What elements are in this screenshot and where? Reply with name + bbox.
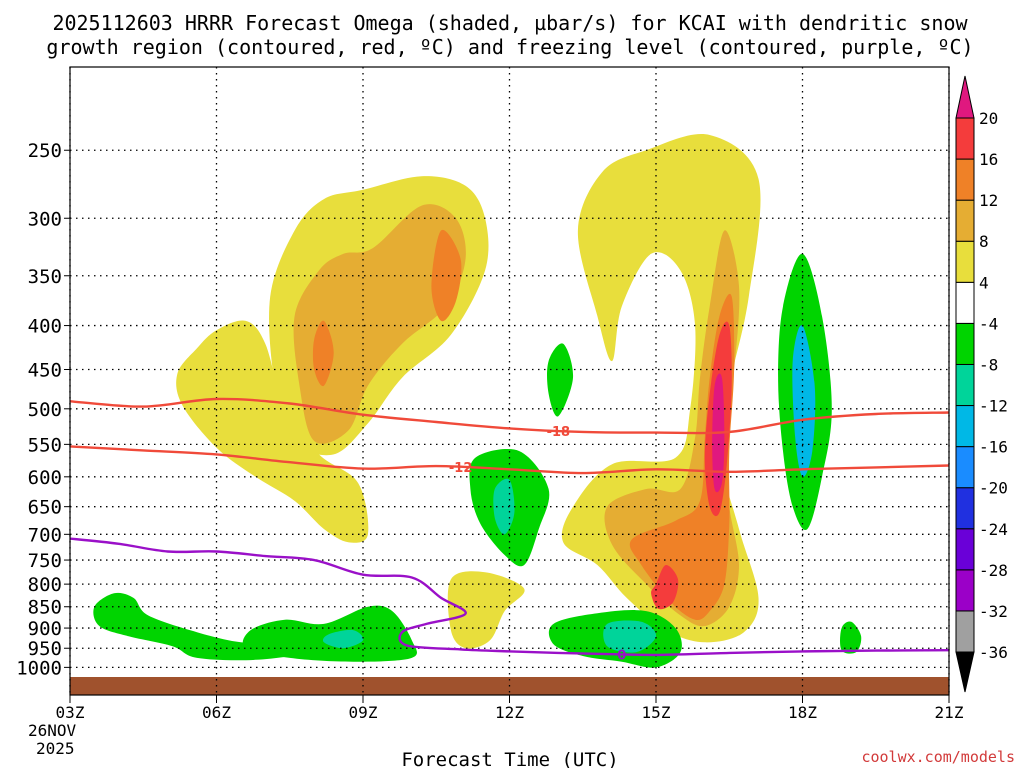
omega-region-upward-9	[629, 293, 735, 620]
colorbar-under-triangle	[955, 651, 975, 693]
omega-region-upward-11	[651, 564, 679, 610]
colorbar-label-8: -4	[979, 314, 998, 333]
colorbar-label-12: 16	[979, 150, 998, 169]
y-tick-label-950: 950	[28, 638, 62, 660]
omega-region-upward-1	[176, 320, 369, 543]
omega-shading-layer	[93, 134, 862, 668]
colorbar-label-2: -28	[979, 561, 1008, 580]
chart-title-line-1: 2025112603 HRRR Forecast Omega (shaded, …	[52, 11, 968, 35]
y-tick-label-650: 650	[28, 497, 62, 519]
omega-region-upward-7	[431, 229, 462, 322]
colorbar-band-5	[955, 405, 975, 448]
x-tick-label-18Z: 18Z	[788, 703, 817, 722]
colorbar-label-0: -36	[979, 643, 1008, 662]
omega-region-downward-11	[322, 629, 364, 649]
colorbar-label-13: 20	[979, 109, 998, 128]
omega-region-upward-5	[293, 204, 466, 444]
dgz-contour-minus12-label: -12	[449, 461, 473, 476]
x-tick-label-06Z: 06Z	[202, 703, 231, 722]
omega-region-downward-2	[242, 605, 417, 662]
colorbar-band-9	[955, 240, 975, 283]
contour-layer: -18 -12 0	[70, 397, 949, 663]
y-tick-label-300: 300	[28, 208, 62, 230]
colorbar-label-5: -16	[979, 438, 1008, 457]
colorbar-over-triangle	[955, 75, 975, 119]
omega-region-downward-8	[792, 325, 816, 478]
y-tick-label-900: 900	[28, 618, 62, 640]
y-tick-label-750: 750	[28, 550, 62, 572]
omega-region-downward-7	[840, 621, 862, 654]
date-label-day: 26NOV	[28, 721, 77, 740]
dgz-contour-minus18-label: -18	[547, 425, 571, 440]
colorbar-label-1: -32	[979, 602, 1008, 621]
y-axis: 2503003504004505005506006507007508008509…	[16, 140, 70, 679]
y-tick-label-700: 700	[28, 524, 62, 546]
y-tick-label-400: 400	[28, 316, 62, 338]
y-tick-label-800: 800	[28, 574, 62, 596]
freezing-level-contour-label: 0	[617, 648, 626, 663]
y-tick-label-850: 850	[28, 597, 62, 619]
omega-region-upward-4	[447, 571, 525, 649]
y-tick-label-500: 500	[28, 399, 62, 421]
freezing-level-contour-line	[70, 537, 949, 657]
y-tick-label-450: 450	[28, 360, 62, 382]
colorbar-label-3: -24	[979, 520, 1008, 539]
colorbar-band-1	[955, 569, 975, 612]
credit-text: coolwx.com/models	[861, 748, 1015, 766]
colorbar-label-9: 4	[979, 273, 989, 292]
colorbar-band-11	[955, 158, 975, 201]
date-label-year: 2025	[36, 739, 75, 758]
colorbar-band-3	[955, 487, 975, 530]
colorbar-band-12	[955, 117, 975, 160]
chart-title-line-2: growth region (contoured, red, ºC) and f…	[46, 35, 973, 59]
x-tick-label-12Z: 12Z	[495, 703, 524, 722]
colorbar-band-2	[955, 528, 975, 571]
x-tick-label-03Z: 03Z	[56, 703, 85, 722]
dgz-contour-minus12-line	[70, 445, 949, 475]
y-tick-label-350: 350	[28, 266, 62, 288]
dgz-contour-minus18-line	[70, 397, 949, 435]
colorbar-label-7: -8	[979, 355, 998, 374]
x-tick-label-09Z: 09Z	[349, 703, 378, 722]
omega-region-downward-9	[493, 478, 515, 535]
colorbar: -36 -32 -28 -24 -20 -16 -12 -8 -4 4 8 12 16 20	[955, 75, 1008, 693]
colorbar-band-4	[955, 446, 975, 489]
x-tick-label-15Z: 15Z	[642, 703, 671, 722]
colorbar-label-6: -12	[979, 397, 1008, 416]
omega-region-downward-4	[547, 343, 574, 417]
colorbar-band-7	[955, 322, 975, 365]
y-tick-label-600: 600	[28, 467, 62, 489]
colorbar-band-6	[955, 363, 975, 407]
y-tick-label-1000: 1000	[16, 657, 62, 679]
colorbar-label-10: 8	[979, 232, 989, 251]
y-tick-label-550: 550	[28, 434, 62, 456]
colorbar-band-0	[955, 610, 975, 653]
colorbar-band-10	[955, 199, 975, 242]
x-tick-label-21Z: 21Z	[935, 703, 964, 722]
x-axis: 03Z 06Z 09Z 12Z 15Z 18Z 21Z	[56, 695, 964, 722]
colorbar-band-8	[955, 281, 975, 324]
colorbar-label-4: -20	[979, 479, 1008, 498]
y-tick-label-250: 250	[28, 140, 62, 162]
x-axis-title: Forecast Time (UTC)	[401, 749, 618, 768]
colorbar-label-11: 12	[979, 191, 998, 210]
